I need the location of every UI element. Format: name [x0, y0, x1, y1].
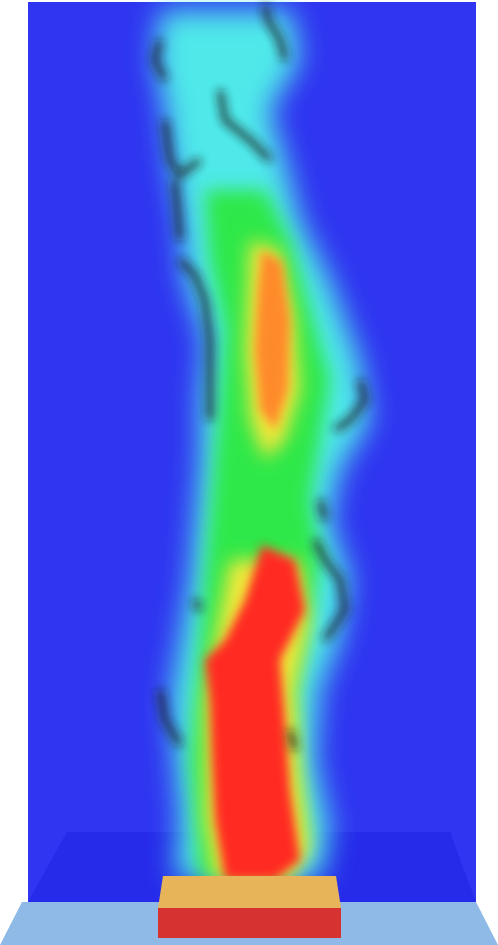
box-icon — [158, 876, 341, 938]
source-front — [158, 908, 341, 938]
contour-lines — [151, 4, 369, 751]
source-top — [158, 876, 341, 908]
plume-orange — [255, 250, 290, 430]
plume-red — [205, 545, 305, 880]
